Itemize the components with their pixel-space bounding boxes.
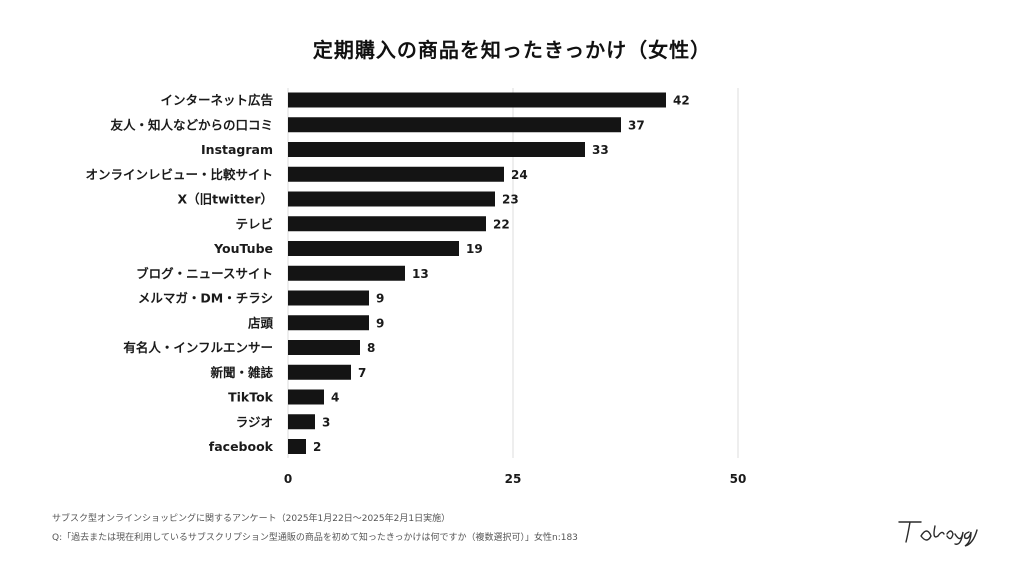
bar: [288, 340, 360, 355]
bars: [288, 92, 666, 454]
category-label: Instagram: [201, 142, 273, 157]
bar: [288, 117, 621, 133]
data-label: 7: [358, 366, 366, 380]
category-label: 友人・知人などからの口コミ: [109, 117, 273, 132]
data-label: 9: [376, 292, 384, 306]
x-axis-ticks: 0 25 50: [284, 472, 747, 486]
data-label: 2: [313, 440, 321, 454]
x-tick-label: 0: [284, 472, 292, 486]
bar: [288, 142, 585, 157]
brand-logo-signature: [898, 521, 978, 547]
category-label: 有名人・インフルエンサー: [123, 340, 273, 355]
data-label: 3: [322, 415, 330, 429]
brand-logo: [895, 512, 985, 553]
bar: [288, 414, 315, 430]
data-label: 23: [502, 193, 519, 207]
question-note: Q:「過去または現在利用しているサブスクリプション型通販の商品を初めて知ったきっ…: [52, 533, 578, 543]
chart-title: 定期購入の商品を知ったきっかけ（女性）: [312, 38, 712, 62]
bar: [288, 315, 369, 331]
category-label: テレビ: [235, 216, 273, 231]
survey-note: サブスク型オンラインショッピングに関するアンケート（2025年1月22日〜202…: [52, 514, 451, 524]
bar: [288, 166, 504, 182]
x-tick-label: 25: [505, 472, 522, 486]
bar: [288, 364, 351, 380]
category-label: facebook: [209, 439, 274, 454]
category-label: インターネット広告: [160, 93, 273, 108]
category-label: 店頭: [248, 315, 274, 330]
data-label: 9: [376, 316, 384, 330]
bar: [288, 265, 405, 281]
category-label: ブログ・ニュースサイト: [136, 266, 273, 281]
data-label: 22: [493, 217, 510, 231]
bar: [288, 290, 369, 306]
x-tick-label: 50: [730, 472, 747, 486]
category-label: ラジオ: [236, 414, 273, 429]
data-label: 8: [367, 341, 375, 355]
category-label: オンラインレビュー・比較サイト: [85, 167, 273, 182]
bar: [288, 216, 486, 232]
category-label: YouTube: [213, 241, 273, 256]
category-label: メルマガ・DM・チラシ: [138, 291, 273, 306]
data-label: 42: [673, 94, 690, 108]
data-label: 33: [592, 143, 609, 157]
data-label: 4: [331, 391, 339, 405]
data-label: 37: [628, 118, 645, 132]
data-label: 19: [466, 242, 483, 256]
data-label: 24: [511, 168, 528, 182]
data-label: 13: [412, 267, 429, 281]
bar: [288, 241, 459, 256]
bar: [288, 439, 306, 454]
bar: [288, 389, 324, 405]
bar: [288, 92, 666, 108]
category-label: 新聞・雑誌: [210, 365, 273, 380]
category-label: TikTok: [228, 390, 274, 405]
category-label: X（旧twitter）: [177, 192, 273, 207]
bar: [288, 191, 495, 207]
